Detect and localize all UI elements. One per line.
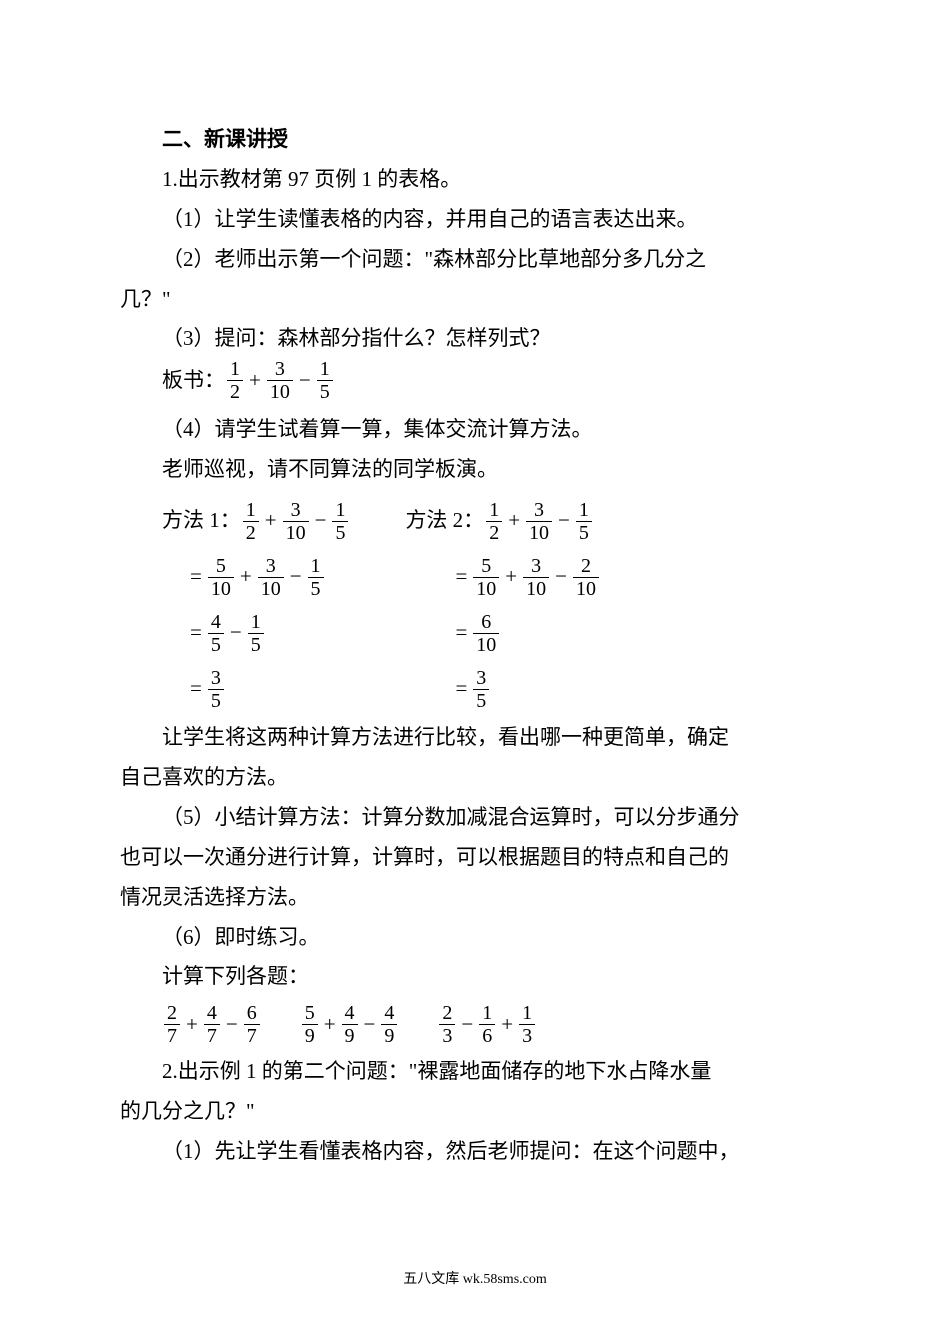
- text-line: 1.出示教材第 97 页例 1 的表格。: [120, 160, 830, 200]
- math-expression: 23−16+13: [437, 1003, 537, 1046]
- text-line: （5）小结计算方法：计算分数加减混合运算时，可以分步通分: [120, 798, 830, 838]
- text-line: 几？": [120, 280, 830, 320]
- math-expression: 59+49−49: [300, 1003, 400, 1046]
- method-1-header: 方法 1： 12+310−15: [162, 498, 350, 544]
- method-step: =510+310−15: [162, 554, 350, 600]
- text-line: 情况灵活选择方法。: [120, 878, 830, 918]
- method-2-header: 方法 2： 12+310−15: [405, 498, 601, 544]
- math-expression: 12+310−15: [225, 359, 335, 402]
- text-line: （3）提问：森林部分指什么？怎样列式？: [120, 319, 830, 359]
- text-line: 2.出示例 1 的第二个问题："裸露地面储存的地下水占降水量: [120, 1052, 830, 1092]
- text-line: 让学生将这两种计算方法进行比较，看出哪一种更简单，确定: [120, 718, 830, 758]
- text-line: （1）让学生读懂表格的内容，并用自己的语言表达出来。: [120, 200, 830, 240]
- math-expression: =510+310−210: [451, 556, 601, 599]
- text-line: 计算下列各题：: [120, 957, 830, 997]
- method-step: =510+310−210: [405, 554, 601, 600]
- method-1: 方法 1： 12+310−15 =510+310−15 =45−15 =35: [162, 498, 350, 712]
- text-line: 老师巡视，请不同算法的同学板演。: [120, 450, 830, 490]
- math-expression: =35: [451, 668, 491, 711]
- method-2: 方法 2： 12+310−15 =510+310−210 =610 =35: [405, 498, 601, 712]
- practice-row: 27+47−67 59+49−49 23−16+13: [162, 1003, 830, 1046]
- math-expression: =35: [186, 668, 226, 711]
- math-expression: =510+310−15: [186, 556, 326, 599]
- math-expression: =610: [451, 612, 501, 655]
- method-step: =45−15: [162, 610, 350, 656]
- board-label: 板书：: [162, 361, 225, 401]
- section-heading-2: 二、新课讲授: [120, 120, 830, 160]
- method-step: =35: [162, 666, 350, 712]
- math-expression: 12+310−15: [241, 500, 351, 543]
- math-expression: =45−15: [186, 612, 266, 655]
- footer-text: 五八文库 wk.58sms.com: [0, 1267, 950, 1294]
- text-line: 自己喜欢的方法。: [120, 758, 830, 798]
- board-expression: 板书： 12+310−15: [162, 359, 830, 402]
- text-line: （1）先让学生看懂表格内容，然后老师提问：在这个问题中，: [120, 1132, 830, 1172]
- text-line: 的几分之几？": [120, 1092, 830, 1132]
- text-line: （4）请学生试着算一算，集体交流计算方法。: [120, 410, 830, 450]
- method-2-label: 方法 2：: [405, 501, 484, 541]
- methods-block: 方法 1： 12+310−15 =510+310−15 =45−15 =35 方…: [162, 498, 830, 712]
- math-expression: 12+310−15: [484, 500, 594, 543]
- text-line: （2）老师出示第一个问题："森林部分比草地部分多几分之: [120, 240, 830, 280]
- page: 二、新课讲授 1.出示教材第 97 页例 1 的表格。 （1）让学生读懂表格的内…: [0, 0, 950, 1344]
- method-step: =610: [405, 610, 601, 656]
- method-1-label: 方法 1：: [162, 501, 241, 541]
- method-step: =35: [405, 666, 601, 712]
- math-expression: 27+47−67: [162, 1003, 262, 1046]
- text-line: 也可以一次通分进行计算，计算时，可以根据题目的特点和自己的: [120, 838, 830, 878]
- text-line: （6）即时练习。: [120, 918, 830, 958]
